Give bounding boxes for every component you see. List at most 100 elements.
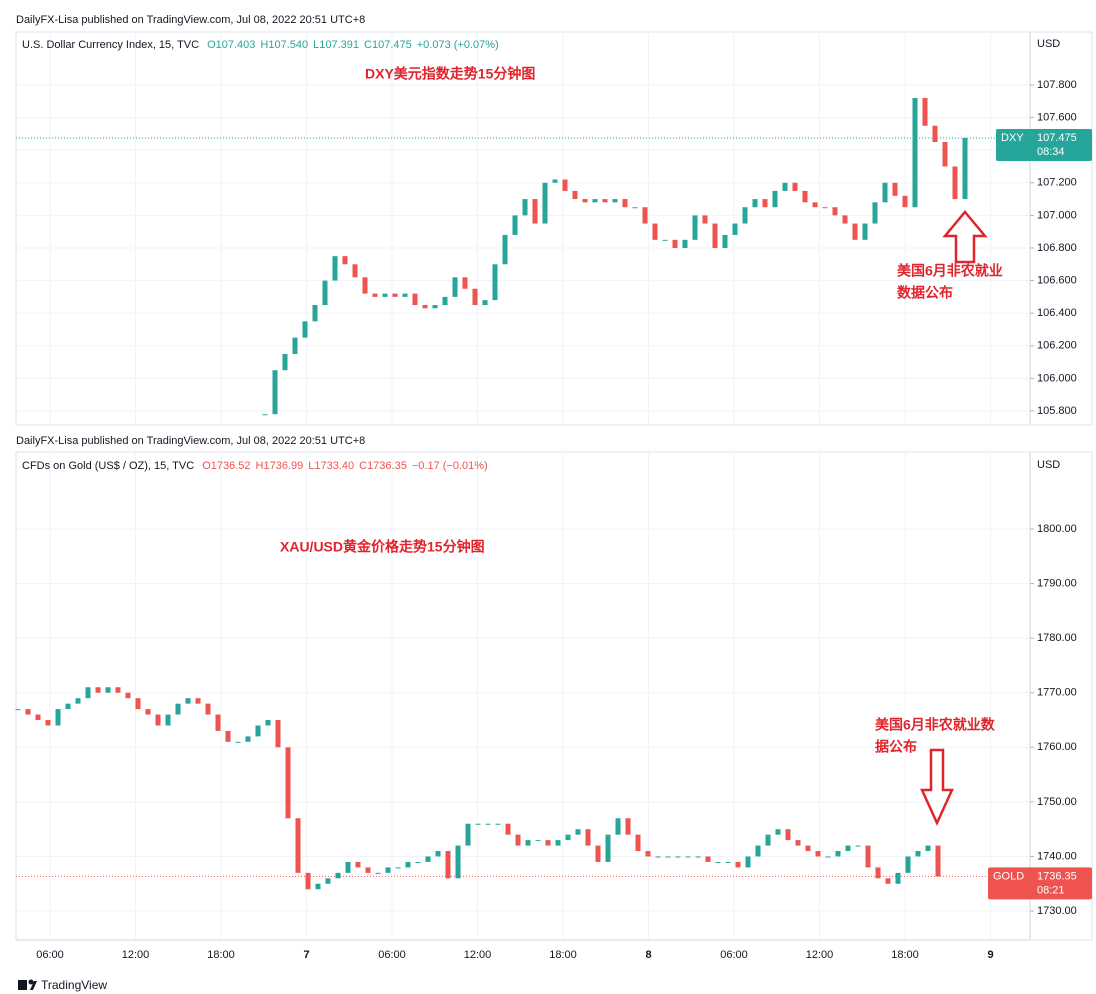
candle xyxy=(392,293,398,297)
candle xyxy=(185,698,191,704)
candle xyxy=(782,182,788,191)
candle xyxy=(872,202,878,224)
currency-label: USD xyxy=(1037,459,1060,471)
candle xyxy=(922,98,928,126)
candle xyxy=(625,818,631,835)
candle xyxy=(245,736,251,742)
candle xyxy=(85,687,91,699)
event-annotation: 数据公布 xyxy=(897,285,953,301)
candle xyxy=(412,293,418,306)
candle xyxy=(795,840,801,846)
candle xyxy=(685,856,691,858)
candle xyxy=(802,190,808,203)
y-tick-label: 1760.00 xyxy=(1037,741,1077,753)
candle xyxy=(595,845,601,862)
event-annotation: 美国6月非农就业 xyxy=(897,263,1003,279)
x-tick-label: 18:00 xyxy=(891,949,919,961)
y-tick-label: 1750.00 xyxy=(1037,796,1077,808)
candle xyxy=(275,720,281,748)
ohlc-value: O1736.52 xyxy=(202,460,250,472)
y-tick-label: 1800.00 xyxy=(1037,523,1077,535)
candle xyxy=(285,747,291,819)
candle xyxy=(475,823,481,825)
candle xyxy=(722,234,728,248)
candle xyxy=(742,207,748,224)
event-annotation: 美国6月非农就业数 xyxy=(875,717,996,733)
price-tag-value: 1736.35 xyxy=(1037,870,1077,882)
candle xyxy=(305,872,311,890)
candle xyxy=(952,166,958,200)
price-tag xyxy=(996,128,1092,161)
candle xyxy=(535,840,541,842)
panel-frame xyxy=(15,31,1093,426)
candle xyxy=(442,296,448,306)
published-note: DailyFX-Lisa published on TradingView.co… xyxy=(16,14,365,26)
candle xyxy=(645,851,651,857)
candle xyxy=(682,239,688,248)
x-tick-label: 7 xyxy=(303,949,309,961)
candle xyxy=(675,856,681,858)
candle xyxy=(935,845,941,877)
candle xyxy=(95,687,101,693)
y-tick-label: 1730.00 xyxy=(1037,905,1077,917)
x-tick-label: 9 xyxy=(987,949,993,961)
candle xyxy=(715,861,721,863)
x-tick-label: 8 xyxy=(645,949,651,961)
candle xyxy=(632,207,638,209)
candle xyxy=(75,698,81,704)
x-tick-label: 12:00 xyxy=(122,949,150,961)
price-tag-countdown: 08:21 xyxy=(1037,884,1065,896)
candle xyxy=(822,207,828,209)
y-tick-label: 107.600 xyxy=(1037,111,1077,123)
candle xyxy=(755,845,761,857)
candle xyxy=(815,851,821,857)
candle xyxy=(942,142,948,167)
candle xyxy=(115,687,121,693)
candle xyxy=(835,851,841,857)
candle xyxy=(885,878,891,884)
candle xyxy=(235,741,241,743)
candle xyxy=(695,856,701,858)
event-arrow xyxy=(920,748,954,827)
candle xyxy=(712,223,718,248)
candle xyxy=(792,182,798,191)
candle xyxy=(615,818,621,835)
candle xyxy=(582,199,588,203)
candle xyxy=(552,179,558,183)
candle xyxy=(702,215,708,224)
candle xyxy=(605,834,611,862)
candle xyxy=(175,703,181,715)
ohlc-value: C107.475 xyxy=(364,39,412,51)
y-tick-label: 106.000 xyxy=(1037,372,1077,384)
candle xyxy=(775,829,781,835)
candle xyxy=(572,190,578,200)
candle xyxy=(272,370,278,415)
candle xyxy=(652,223,658,240)
candle xyxy=(852,223,858,240)
candle xyxy=(165,714,171,726)
y-tick-label: 1740.00 xyxy=(1037,850,1077,862)
legend: CFDs on Gold (US$ / OZ), 15, TVC O1736.52… xyxy=(22,460,488,472)
candle xyxy=(145,709,151,715)
candle xyxy=(765,834,771,846)
candle xyxy=(745,856,751,868)
x-tick-label: 06:00 xyxy=(36,949,64,961)
candle xyxy=(135,698,141,710)
y-tick-label: 1780.00 xyxy=(1037,632,1077,644)
candle xyxy=(752,199,758,208)
candle xyxy=(482,300,488,306)
chart-annotation-title: DXY美元指数走势15分钟图 xyxy=(365,66,535,82)
y-tick-label: 106.800 xyxy=(1037,242,1077,254)
candle xyxy=(862,223,868,240)
candle xyxy=(405,861,411,868)
candle xyxy=(812,202,818,208)
candle xyxy=(772,190,778,208)
candle xyxy=(365,867,371,873)
candle xyxy=(25,709,31,715)
candle xyxy=(422,305,428,309)
candle xyxy=(585,829,591,846)
candle xyxy=(465,823,471,846)
candle xyxy=(855,845,861,847)
